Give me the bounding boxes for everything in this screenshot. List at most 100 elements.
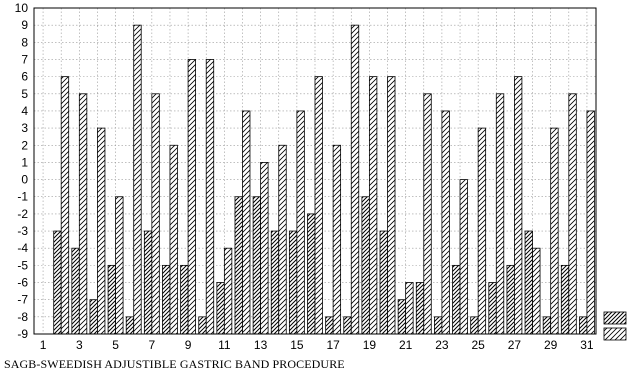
x-tick-label: 23 [435,338,449,352]
bar-series-2 [350,24,360,335]
bar-series-1 [560,264,570,335]
bar-series-1 [252,196,262,335]
chart-caption: SAGB-SWEEDISH ADJUSTIBLE GASTRIC BAND PR… [4,357,345,371]
x-tick-labels: 1 3 5 7 9 11 13 15 17 19 21 23 25 27 29 31 [40,338,594,352]
bar-series-2 [387,76,396,335]
bar-series-2 [242,110,251,335]
bar-series-2 [477,127,487,335]
bar-series-2 [495,93,505,335]
y-tick-label: 7 [21,52,28,66]
bar-series-2 [405,282,414,335]
bar-series-1 [524,230,533,335]
bar-series-2 [368,76,378,335]
bar-series-1 [162,264,171,335]
bar-series-2 [332,144,342,335]
y-tick-label: -6 [17,276,28,290]
bar-series-2 [133,24,142,335]
bar-series-1 [542,316,552,335]
bar-series-2 [586,110,595,335]
bar-series-2 [278,144,287,335]
x-tick-label: 15 [290,338,304,352]
bar-series-1 [180,264,189,335]
bar-series-1 [325,316,334,335]
bar-series-1 [415,282,425,335]
bar-series-2 [296,110,305,335]
bar-series-1 [270,230,280,335]
x-tick-label: 29 [544,338,558,352]
bar-series-1 [71,247,80,335]
bar-series-1 [53,230,62,335]
bar-series-1 [361,196,370,335]
y-tick-label: -8 [17,310,28,324]
bars [53,24,595,335]
bar-series-2 [169,144,178,335]
bar-series-2 [532,247,541,335]
y-tick-label: 8 [21,35,28,49]
x-tick-label: 17 [326,338,340,352]
bar-series-2 [441,110,450,335]
y-tick-labels: -9 -8 -7 -6 -5 -4 -3 -2 -1 0 1 2 3 4 5 6 7 8 9 10 [15,1,29,341]
legend-swatch-series-2 [603,327,627,341]
bar-series-1 [198,316,207,335]
bar-series-2 [187,59,196,335]
x-tick-label: 3 [76,338,83,352]
x-tick-label: 11 [218,338,231,352]
bar-series-2 [514,76,523,335]
bar-series-1 [107,264,116,335]
x-tick-label: 5 [112,338,119,352]
bar-series-1 [488,282,497,335]
bar-series-2 [568,93,577,335]
x-tick-label: 21 [399,338,413,352]
bar-series-2 [260,162,269,335]
y-tick-label: -3 [17,224,28,238]
legend [603,311,627,341]
x-tick-label: 13 [254,338,268,352]
bar-series-2 [459,179,468,335]
y-tick-label: -5 [17,258,28,272]
y-tick-label: 3 [21,121,28,135]
x-tick-label: 27 [508,338,522,352]
bar-series-1 [234,196,243,335]
x-tick-label: 19 [363,338,377,352]
bar-series-2 [423,93,432,335]
bar-series-1 [143,230,153,335]
bar-series-2 [115,196,124,335]
x-tick-label: 25 [471,338,485,352]
y-tick-label: 6 [21,70,28,84]
bar-series-1 [397,299,407,335]
bar-series-1 [307,213,316,335]
bar-series-1 [216,282,225,335]
y-tick-label: 0 [21,173,28,187]
bar-series-1 [506,264,515,335]
bar-series-1 [89,299,98,335]
y-tick-label: -2 [17,207,28,221]
y-tick-label: 10 [15,1,29,15]
bar-series-2 [151,93,160,335]
x-tick-label: 9 [185,338,192,352]
bar-series-1 [434,316,443,335]
y-tick-label: 5 [21,87,28,101]
bar-series-1 [579,316,588,335]
y-tick-label: 4 [21,104,28,118]
y-tick-label: 1 [21,155,28,169]
bar-series-2 [550,127,559,335]
y-tick-label: -1 [17,190,28,204]
y-tick-label: -4 [17,241,28,255]
y-tick-label: 9 [21,18,28,32]
y-tick-label: -7 [17,293,28,307]
bar-series-2 [223,247,233,335]
bar-series-1 [470,316,479,335]
bar-series-1 [343,316,352,335]
x-tick-label: 1 [40,338,47,352]
y-tick-label: 2 [21,138,28,152]
x-tick-label: 31 [580,338,594,352]
y-tick-label: -9 [17,327,28,341]
bar-series-2 [78,93,88,335]
bar-series-1 [288,230,298,335]
legend-swatch-series-1 [603,311,627,325]
bar-series-2 [314,76,323,335]
plot-frame [33,7,597,335]
bar-series-2 [205,59,215,335]
bar-series-1 [125,316,135,335]
